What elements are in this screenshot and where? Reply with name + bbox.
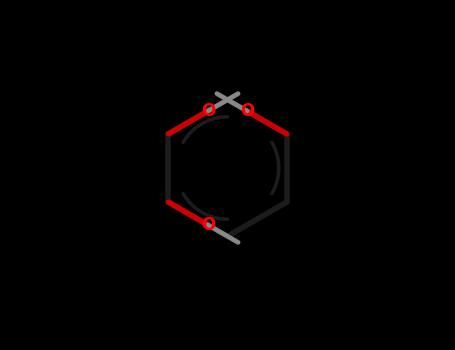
- Text: O: O: [201, 102, 215, 120]
- Text: O: O: [240, 102, 254, 120]
- Text: O: O: [201, 216, 215, 234]
